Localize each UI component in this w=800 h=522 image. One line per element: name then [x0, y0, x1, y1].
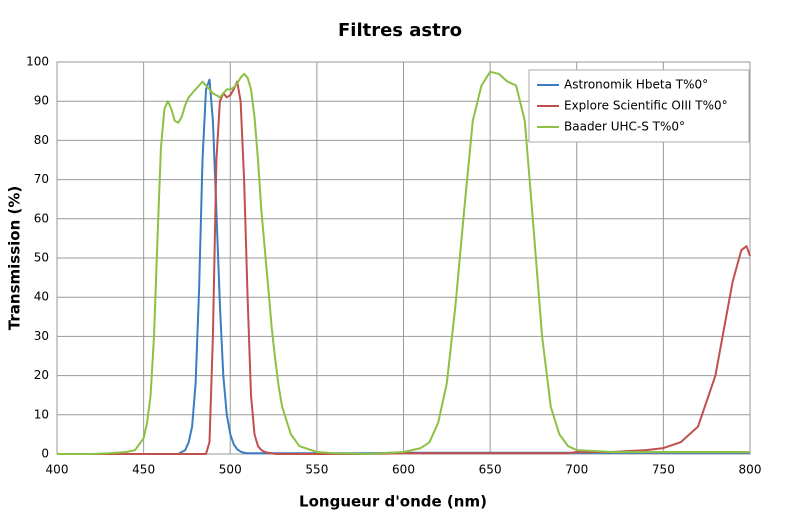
- chart-title: Filtres astro: [338, 20, 462, 41]
- x-tick-label: 600: [392, 463, 415, 477]
- x-tick-label: 400: [46, 463, 69, 477]
- x-tick-label: 800: [739, 463, 762, 477]
- legend-box: [528, 69, 750, 143]
- series-line: [57, 70, 750, 455]
- series-line: [57, 80, 751, 455]
- x-tick-label: 500: [219, 463, 242, 477]
- x-tick-label: 650: [479, 463, 502, 477]
- y-tick-label: 90: [34, 94, 49, 108]
- legend-label: Astronomik Hbeta T%0°: [564, 78, 708, 92]
- x-tick-label: 750: [652, 463, 675, 477]
- y-tick-label: 20: [34, 368, 49, 382]
- y-tick-label: 40: [34, 290, 49, 304]
- x-axis-label: Longueur d'onde (nm): [299, 493, 487, 511]
- y-tick-label: 30: [34, 329, 49, 343]
- x-tick-label: 550: [305, 463, 328, 477]
- legend-label: Baader UHC-S T%0°: [564, 120, 685, 134]
- y-tick-label: 0: [41, 447, 49, 461]
- y-axis-label: Transmission (%): [6, 186, 24, 330]
- y-tick-label: 70: [34, 172, 49, 186]
- y-tick-label: 100: [26, 55, 49, 69]
- y-tick-label: 10: [34, 407, 49, 421]
- legend-label: Explore Scientific OIII T%0°: [564, 99, 728, 113]
- y-tick-label: 60: [34, 211, 49, 225]
- y-tick-label: 50: [34, 251, 49, 265]
- y-tick-label: 80: [34, 133, 49, 147]
- x-tick-label: 700: [565, 463, 588, 477]
- x-tick-label: 450: [132, 463, 155, 477]
